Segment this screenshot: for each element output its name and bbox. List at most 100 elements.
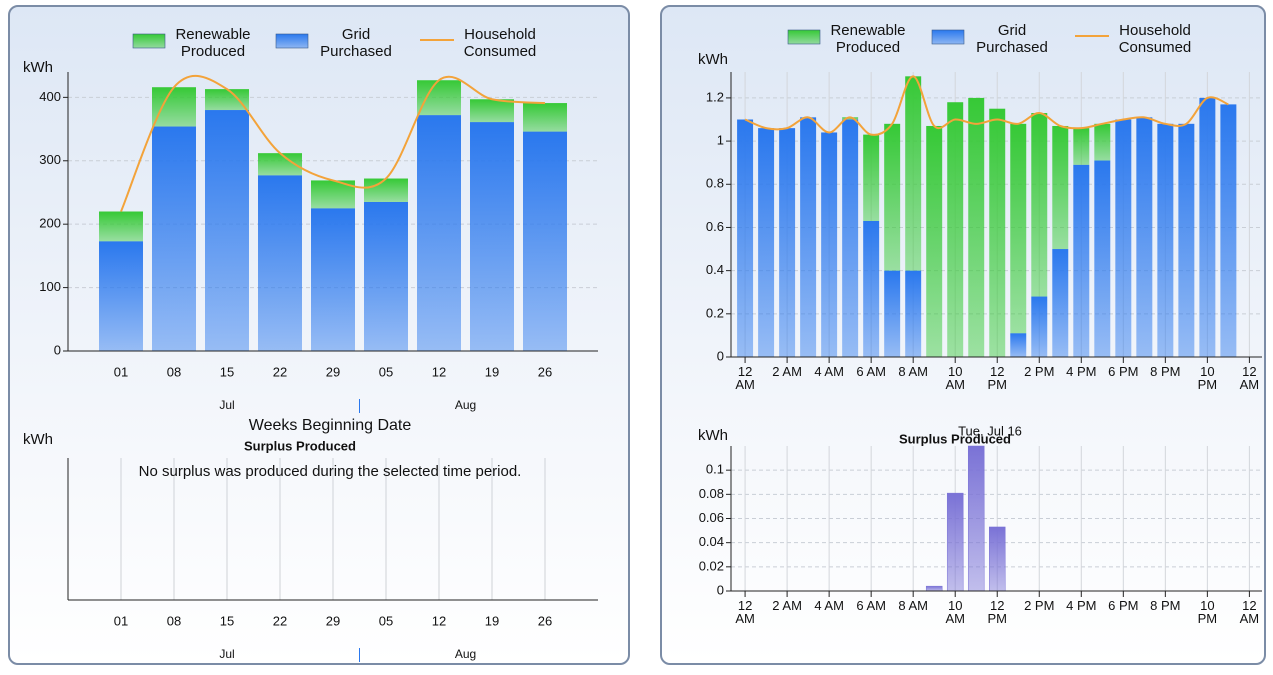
y-tick-label: 0 — [717, 348, 724, 363]
bar — [417, 115, 461, 351]
x-tick-label: 6 AM — [856, 364, 886, 379]
y-tick-label: 0.02 — [699, 558, 724, 573]
bar — [99, 241, 143, 351]
x-group-label: Aug — [455, 398, 476, 412]
y-tick-label: 0.06 — [699, 510, 724, 525]
x-tick-label: 26 — [538, 613, 552, 628]
legend-label: Household Consumed — [1118, 22, 1192, 56]
x-tick-label: 05 — [379, 613, 393, 628]
bar — [842, 119, 859, 357]
bar — [311, 208, 355, 351]
y-tick-label: 0 — [717, 582, 724, 597]
y-tick-label: 1 — [717, 133, 724, 148]
bar — [863, 134, 880, 221]
bar — [1094, 160, 1111, 357]
x-tick-label: 01 — [114, 613, 128, 628]
bar — [205, 110, 249, 351]
y-unit: kWh — [23, 431, 53, 448]
bar — [205, 89, 249, 111]
bar — [737, 119, 754, 357]
y-tick-label: 0.08 — [699, 486, 724, 501]
x-tick-label: 6 PM — [1108, 364, 1139, 379]
x-tick-label: 10 PM — [1197, 598, 1218, 626]
bar — [1073, 164, 1090, 357]
x-tick-label: 4 PM — [1066, 364, 1097, 379]
bar — [947, 102, 964, 358]
bar — [523, 131, 567, 351]
legend-swatch — [931, 29, 965, 45]
bar — [758, 128, 775, 357]
x-tick-label: 2 PM — [1024, 364, 1055, 379]
y-tick-label: 0.4 — [706, 262, 724, 277]
bar — [989, 526, 1006, 592]
bar — [926, 125, 943, 358]
legend-label: Grid Purchased — [320, 26, 392, 60]
x-tick-label: 10 PM — [1197, 364, 1218, 392]
annotation: No surplus was produced during the selec… — [139, 463, 522, 480]
y-tick-label: 0.6 — [706, 219, 724, 234]
x-tick-label: 22 — [273, 364, 287, 379]
y-tick-label: 0.2 — [706, 305, 724, 320]
y-unit: kWh — [23, 59, 53, 76]
x-tick-label: 12 PM — [987, 598, 1007, 626]
bar — [364, 201, 408, 351]
bar — [1115, 119, 1132, 357]
bar — [925, 585, 943, 592]
bar — [1073, 128, 1090, 165]
bar — [99, 211, 143, 242]
bar — [1220, 104, 1237, 358]
x-tick-label: 12 PM — [987, 364, 1007, 392]
bar — [800, 117, 817, 357]
x-group-label: Jul — [219, 398, 234, 412]
x-tick-label: 2 AM — [772, 598, 802, 613]
x-tick-label: 12 — [432, 613, 446, 628]
y-tick-label: 100 — [39, 279, 61, 294]
bar — [152, 87, 196, 127]
legend-swatch — [787, 29, 821, 45]
bar — [863, 220, 880, 357]
x-tick-label: 2 PM — [1024, 598, 1055, 613]
x-tick-label: 4 AM — [814, 598, 844, 613]
y-unit: kWh — [698, 51, 728, 68]
x-tick-label: 10 AM — [945, 364, 965, 392]
x-tick-label: 01 — [114, 364, 128, 379]
y-tick-label: 300 — [39, 152, 61, 167]
bar — [417, 80, 461, 116]
bar — [884, 123, 901, 271]
x-tick-label: 8 PM — [1150, 598, 1181, 613]
x-tick-label: 05 — [379, 364, 393, 379]
legend-label: Grid Purchased — [976, 22, 1048, 56]
bar — [1157, 123, 1174, 358]
bar — [152, 126, 196, 351]
legend-swatch — [275, 33, 309, 49]
y-tick-label: 400 — [39, 89, 61, 104]
x-axis-label: Weeks Beginning Date — [249, 417, 412, 434]
x-tick-label: 26 — [538, 364, 552, 379]
legend-label: Household Consumed — [463, 26, 537, 60]
bar — [1052, 125, 1069, 250]
x-tick-label: 08 — [167, 613, 181, 628]
x-group-label: Jul — [219, 647, 234, 661]
bar — [523, 103, 567, 132]
x-tick-label: 19 — [485, 364, 499, 379]
x-tick-label: 08 — [167, 364, 181, 379]
x-tick-label: 15 — [220, 613, 234, 628]
x-tick-label: 15 — [220, 364, 234, 379]
bar — [470, 122, 514, 351]
x-axis-label: Tue, Jul 16 — [958, 423, 1022, 438]
y-tick-label: 0.04 — [699, 534, 724, 549]
bar — [1031, 296, 1048, 357]
x-tick-label: 4 PM — [1066, 598, 1097, 613]
bar — [1094, 123, 1111, 161]
legend-swatch — [132, 33, 166, 49]
x-tick-label: 12 AM — [735, 598, 755, 626]
x-group-label: Aug — [455, 647, 476, 661]
bar — [989, 108, 1006, 357]
bar — [1052, 249, 1069, 357]
bar — [905, 270, 922, 357]
chart-title: Surplus Produced — [899, 431, 1011, 446]
y-tick-label: 0.1 — [706, 462, 724, 477]
x-tick-label: 6 PM — [1108, 598, 1139, 613]
